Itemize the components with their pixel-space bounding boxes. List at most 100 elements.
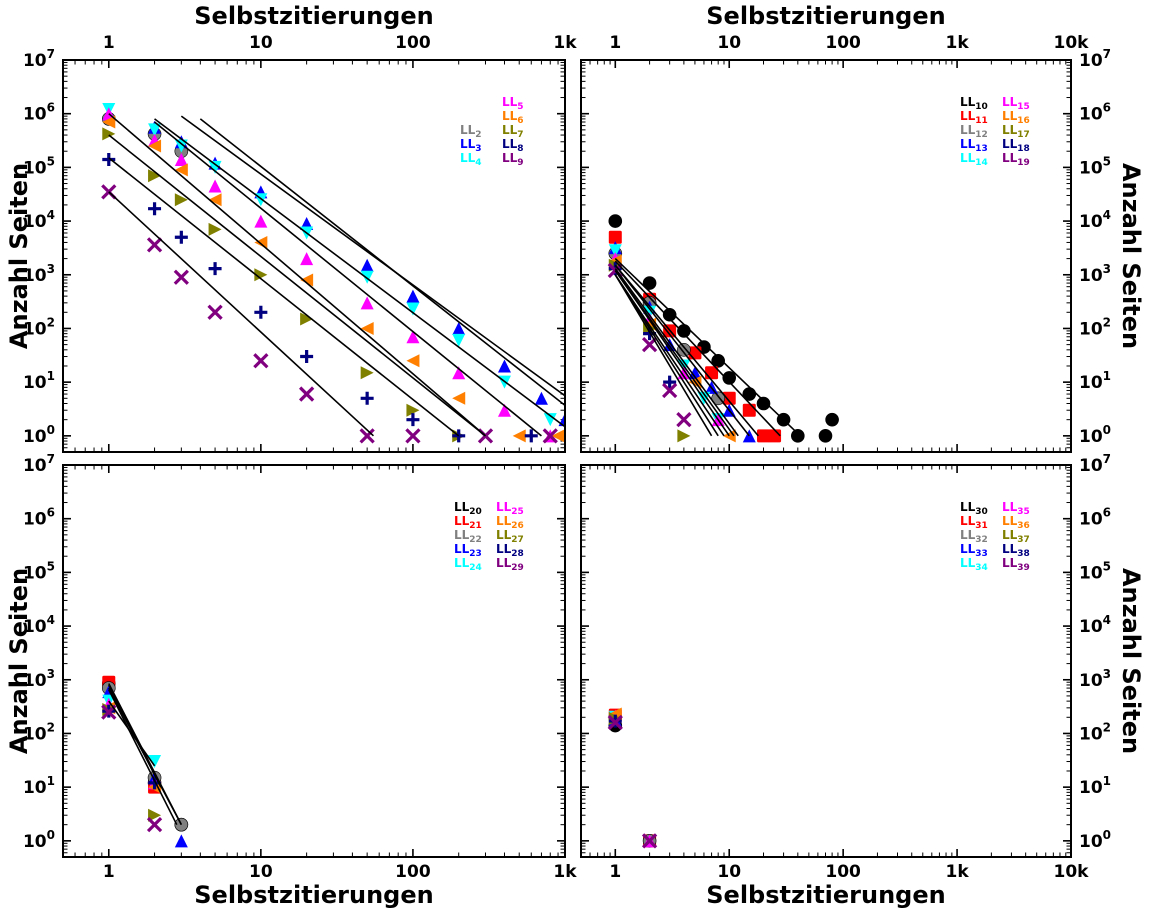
data-point (405, 428, 421, 444)
data-point (722, 371, 737, 385)
x-tick-label: 1 (103, 33, 115, 53)
legend-entry: LL6 (502, 109, 524, 126)
legend-entry: LL38 (1002, 542, 1030, 559)
legend-entry: LL7 (502, 123, 524, 140)
data-point (711, 353, 725, 368)
y-tick-label: 107 (1079, 47, 1111, 71)
x-tick-label: 1 (103, 862, 115, 882)
y-tick-label: 104 (1079, 208, 1111, 232)
data-point (148, 139, 162, 153)
panel-top-left: 1 10 100 1k 100 101 102 103 104 105 106 107 Selbstzi… (5, 2, 577, 453)
legend-entry: LL33 (960, 542, 988, 559)
legend-entry: LL5 (502, 95, 524, 112)
data-point (360, 258, 374, 272)
data-point (254, 214, 268, 228)
x-axis-label: Selbstzitierungen (706, 881, 945, 909)
legend-entry: LL9 (502, 151, 524, 168)
data-point (174, 163, 188, 177)
fit-line-LL5 (154, 118, 565, 428)
data-point (174, 230, 188, 244)
fit-line-LL8 (108, 157, 460, 437)
data-point (756, 396, 771, 411)
data-point (146, 817, 163, 833)
plot-area (101, 102, 565, 444)
y-tick-label: 103 (1079, 667, 1111, 691)
y-tick-label: 107 (1079, 452, 1111, 476)
data-point (148, 755, 162, 769)
y-tick-label: 101 (23, 774, 55, 798)
data-point (551, 429, 565, 443)
panel-bottom-right: 1 10 100 1k 10k 100 101 102 103 104 105 106 107 Selbs… (580, 452, 1145, 909)
data-point (677, 324, 691, 338)
data-point (360, 366, 374, 380)
fit-line-LL6 (154, 121, 542, 437)
plot-frame (580, 464, 1072, 858)
data-point (524, 429, 538, 443)
data-point (208, 179, 222, 193)
x-tick-label: 1k (553, 33, 577, 53)
y-tick-label: 104 (23, 208, 55, 232)
fit-line-LL10 (614, 258, 801, 437)
x-tick-label: 10 (249, 33, 273, 53)
legend-entry: LL4 (460, 151, 482, 168)
fit-line-LL12 (614, 264, 750, 437)
data-point (208, 193, 222, 207)
x-tick-label: 1 (609, 862, 621, 882)
data-point (253, 353, 269, 369)
legend-entry: LL10 (960, 95, 988, 112)
legend-entry: LL18 (1002, 137, 1030, 154)
data-point (825, 412, 839, 427)
series-LL39 (607, 714, 658, 849)
data-point (300, 273, 314, 287)
series-LL11 (608, 230, 782, 443)
legend-entry: LL14 (960, 151, 988, 168)
legend-entry: LL27 (496, 528, 524, 545)
legend-entry: LL21 (454, 514, 482, 531)
y-tick-label: 106 (23, 101, 55, 125)
series-LL8 (102, 153, 538, 443)
y-tick-label: 102 (23, 720, 55, 744)
series-LL7 (102, 127, 466, 443)
y-tick-label: 105 (23, 154, 55, 178)
data-point (677, 429, 691, 443)
y-tick-label: 102 (23, 315, 55, 339)
fit-line-LL14 (614, 268, 739, 437)
axis-ticks (580, 59, 1072, 453)
data-point (173, 269, 189, 285)
fit-line-LL23 (108, 689, 178, 826)
data-point (174, 834, 188, 848)
data-point (677, 343, 691, 357)
legend-entry: LL29 (496, 556, 524, 573)
data-point (208, 160, 222, 174)
legend-entry: LL12 (960, 123, 988, 140)
panel-bottom-left: 1 10 100 1k 100 101 102 103 104 105 106 107 Selbstzi… (5, 452, 577, 909)
legend-entry: LL35 (1002, 500, 1030, 517)
fit-line-LL13 (614, 264, 759, 437)
legend-entry: LL2 (460, 123, 482, 140)
data-point (174, 153, 188, 167)
y-axis-label: Anzahl Seiten (1117, 568, 1145, 754)
legend-entry: LL20 (454, 500, 482, 517)
data-point (676, 412, 692, 428)
y-tick-label: 104 (23, 613, 55, 637)
data-point (497, 359, 511, 373)
data-point (406, 403, 420, 417)
data-point (608, 214, 623, 228)
data-point (534, 391, 548, 405)
legend-entry: LL26 (496, 514, 524, 531)
data-point (300, 252, 314, 266)
plot-area (607, 214, 839, 443)
data-point (742, 403, 756, 417)
x-tick-label: 10 (249, 862, 273, 882)
data-point (818, 429, 833, 443)
y-tick-label: 107 (23, 452, 55, 476)
legend-entry: LL22 (454, 528, 482, 545)
x-tick-label: 1 (609, 33, 621, 53)
fit-line-LL16 (614, 270, 730, 437)
x-axis-label: Selbstzitierungen (706, 2, 945, 30)
plot-frame (580, 59, 1072, 453)
